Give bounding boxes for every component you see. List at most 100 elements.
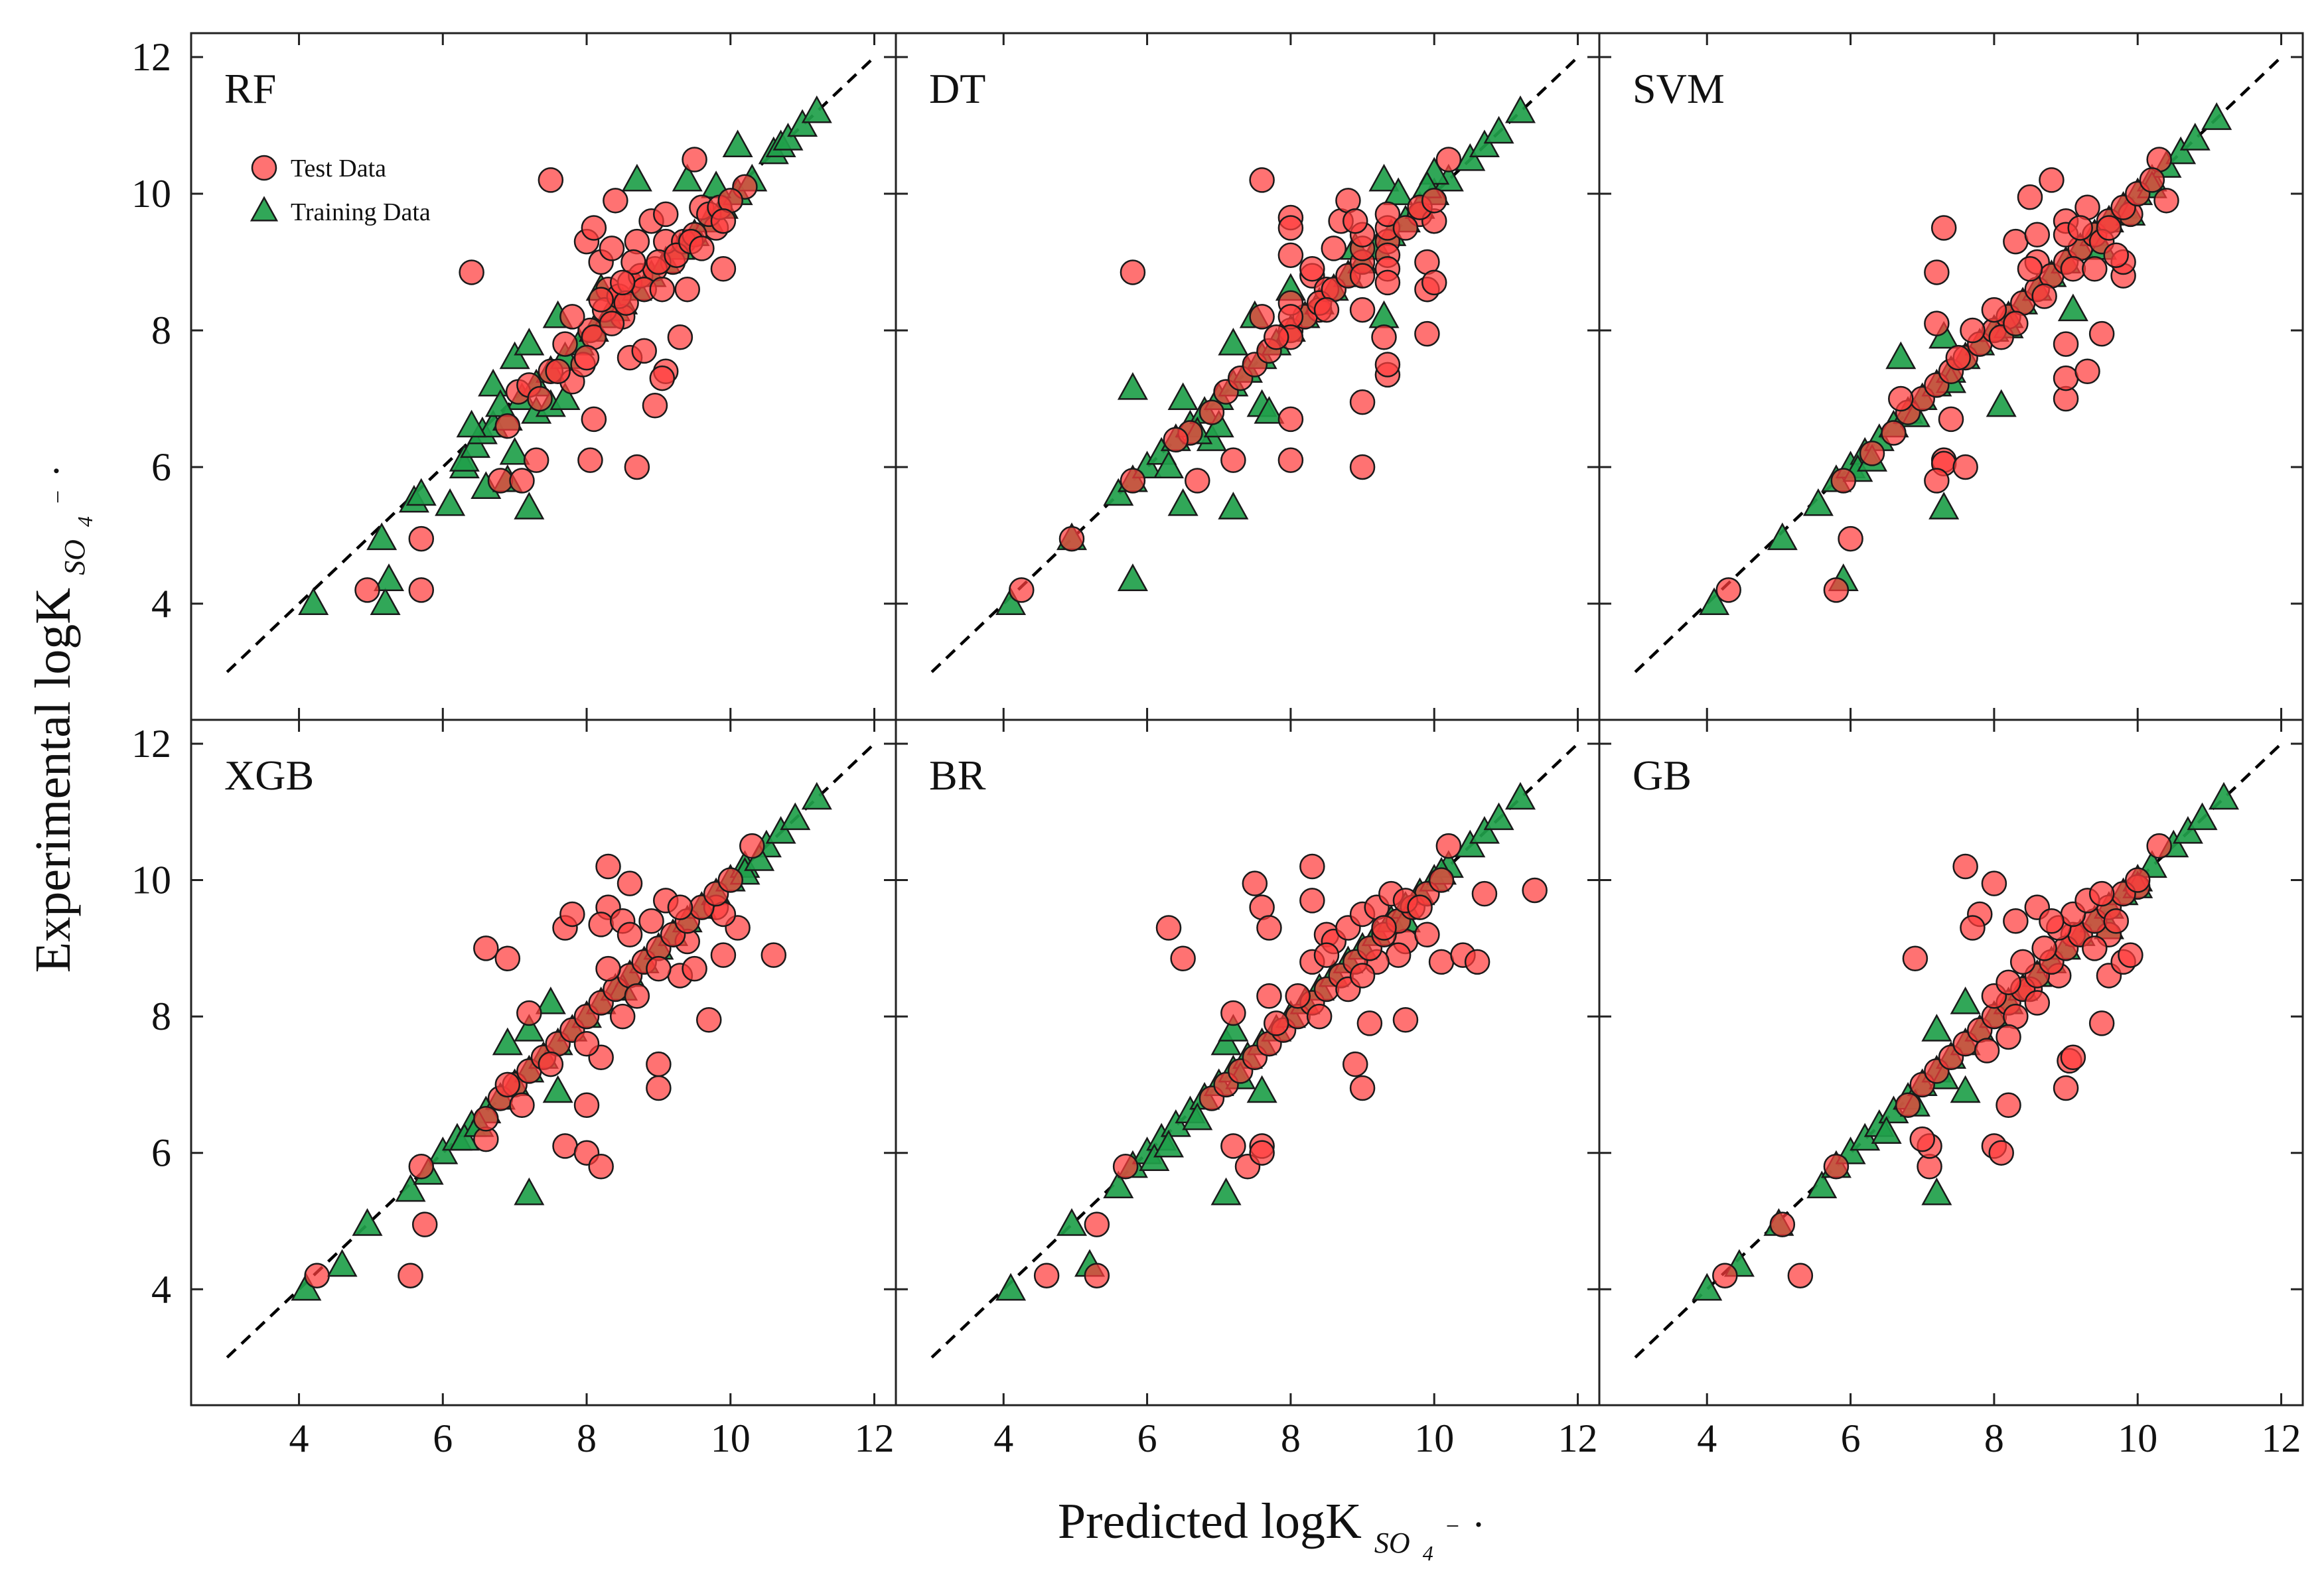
test-point [617, 870, 643, 896]
test-point [559, 901, 585, 928]
test-point [1435, 833, 1462, 859]
test-point [1769, 1211, 1796, 1237]
training-point [2172, 816, 2203, 844]
test-point [1385, 942, 1412, 968]
test-point [710, 208, 737, 234]
test-point [595, 853, 621, 880]
training-point [2057, 293, 2088, 322]
test-point [1299, 888, 1325, 914]
test-point [1787, 1263, 1814, 1288]
training-point [1469, 129, 1500, 158]
test-point [1163, 427, 1189, 453]
test-point [577, 447, 603, 473]
test-point [620, 249, 646, 275]
test-point [1256, 915, 1282, 941]
test-point [527, 385, 553, 412]
x-tick-label: 10 [2118, 1416, 2157, 1460]
training-point [1692, 1273, 1723, 1301]
training-point [514, 1014, 545, 1042]
test-point [1988, 1140, 2014, 1166]
y-tick-label: 10 [131, 172, 171, 216]
test-point [2088, 1010, 2115, 1036]
test-point [646, 1051, 672, 1077]
training-point [1182, 1102, 1213, 1131]
training-point [373, 563, 405, 591]
test-point [538, 1051, 564, 1077]
training-point [765, 816, 796, 844]
x-tick-label: 6 [1841, 1416, 1861, 1460]
test-point [1120, 468, 1146, 494]
test-point [2153, 188, 2179, 214]
panel-title: BR [929, 752, 986, 799]
test-point [588, 287, 614, 312]
test-point [2039, 167, 2065, 193]
y-axis-title-sub: SO [58, 539, 91, 575]
test-point [717, 867, 744, 893]
training-point [801, 95, 832, 123]
test-point [588, 1153, 614, 1180]
test-point [1349, 297, 1376, 323]
y-tick-label: 10 [131, 859, 171, 902]
training-point [1950, 986, 1981, 1014]
test-point [2060, 1044, 2086, 1071]
test-point [509, 1092, 535, 1118]
training-point [1254, 395, 1285, 424]
x-tick-label: 12 [2262, 1416, 2301, 1460]
training-point [1505, 95, 1536, 123]
legend-test-label: Test Data [291, 155, 386, 182]
training-point [1802, 488, 1834, 516]
test-point [646, 955, 672, 982]
test-point [599, 310, 625, 336]
test-point [1392, 1007, 1419, 1033]
test-point [1981, 870, 2007, 896]
training-point [1383, 177, 1414, 206]
x-tick-label: 6 [1137, 1416, 1157, 1460]
test-point [1945, 344, 1972, 371]
training-point [1210, 1027, 1242, 1056]
test-point [1120, 259, 1146, 285]
test-point [2017, 256, 2043, 282]
training-point [427, 1136, 459, 1164]
panel-xgb: XGB 4 6 8 10 12 4 6 8 10 12 [131, 719, 897, 1460]
test-point [624, 983, 650, 1009]
training-point [801, 782, 832, 810]
training-point [2201, 102, 2232, 130]
test-point [638, 908, 664, 934]
test-point [1220, 447, 1246, 473]
test-point [609, 269, 636, 296]
x-tick-label: 8 [1281, 1416, 1301, 1460]
training-point [352, 1208, 383, 1236]
panel-title: RF [224, 65, 276, 112]
test-point [1277, 215, 1304, 241]
test-point [1313, 942, 1340, 968]
legend-train-label: Training Data [291, 198, 431, 226]
test-point [573, 344, 600, 371]
test-point [682, 955, 707, 982]
test-point [1249, 167, 1275, 193]
test-point [509, 468, 535, 494]
test-point [631, 338, 657, 364]
training-point [1246, 1075, 1277, 1103]
test-point [1349, 454, 1376, 480]
test-point [1909, 1126, 1935, 1152]
test-point [1881, 420, 1907, 446]
test-point [411, 1211, 438, 1237]
test-point [1428, 867, 1455, 893]
test-point [1356, 1010, 1383, 1036]
training-point [1950, 1075, 1981, 1103]
test-point [649, 276, 676, 303]
test-point [1009, 577, 1035, 603]
test-point [2039, 908, 2065, 934]
test-point [689, 236, 715, 261]
x-tick-label: 8 [1984, 1416, 2004, 1460]
test-point [2003, 310, 2029, 336]
test-point [1974, 1038, 2000, 1064]
test-point [1414, 922, 1440, 948]
test-point [1952, 454, 1978, 480]
test-point [1155, 915, 1182, 941]
test-point [609, 1003, 636, 1030]
test-point [459, 259, 484, 285]
test-point [559, 304, 585, 330]
y-axis-title-sup: − [44, 490, 71, 504]
